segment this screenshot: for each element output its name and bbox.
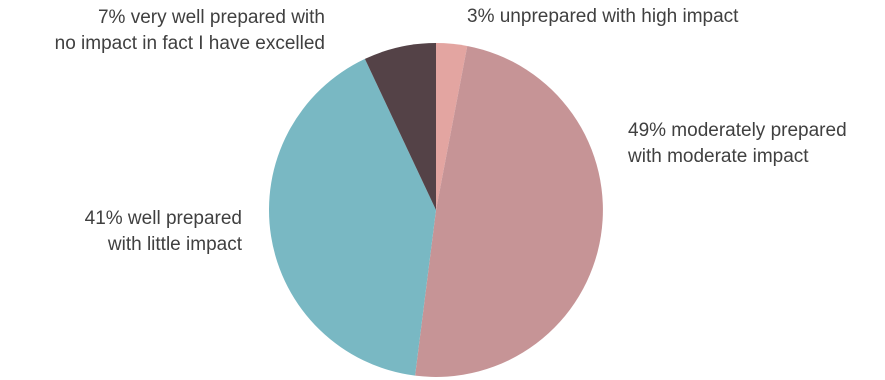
- slice-label-line: no impact in fact I have excelled: [54, 33, 325, 54]
- slice-label-very-well-prepared: 7% very well prepared with no impact in …: [55, 5, 325, 57]
- slice-label-line: with little impact: [107, 234, 242, 255]
- slice-moderately-prepared: [415, 45, 603, 377]
- slice-label-line: 41% well prepared: [84, 208, 242, 229]
- slice-unprepared: [436, 43, 468, 210]
- slice-label-line: 49% moderately prepared: [628, 120, 847, 141]
- slice-label-line: 7% very well prepared with: [97, 7, 325, 28]
- slice-label-line: 3% unprepared with high impact: [467, 6, 739, 27]
- slice-label-unprepared-high-impact: 3% unprepared with high impact: [467, 4, 738, 30]
- slice-label-well-prepared: 41% well prepared with little impact: [85, 206, 242, 258]
- slice-well-prepared: [268, 58, 436, 376]
- slice-label-line: with moderate impact: [628, 146, 809, 167]
- slice-very-well-prepared: [364, 42, 436, 210]
- slice-label-moderately-prepared: 49% moderately prepared with moderate im…: [628, 118, 847, 170]
